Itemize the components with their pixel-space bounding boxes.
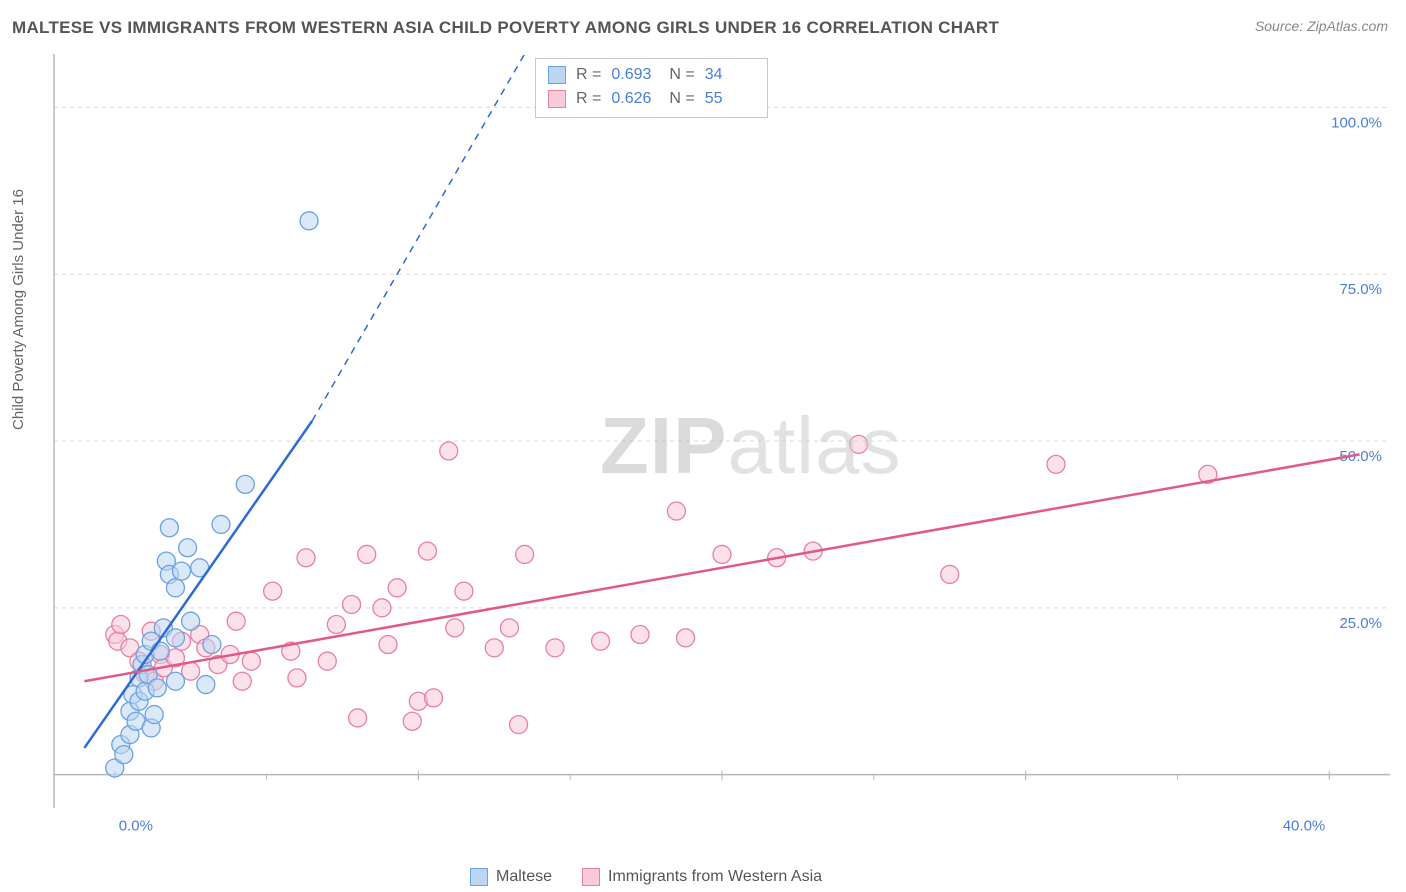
n-value: 55	[705, 87, 753, 111]
legend-swatch	[548, 66, 566, 84]
legend-swatch	[582, 868, 600, 886]
series-label: Immigrants from Western Asia	[608, 868, 822, 886]
series-legend-item: Maltese	[470, 868, 552, 886]
stats-legend: R = 0.693 N = 34 R = 0.626 N = 55	[535, 58, 768, 118]
series-label: Maltese	[496, 868, 552, 886]
r-value: 0.626	[611, 87, 659, 111]
n-label: N =	[669, 63, 694, 87]
svg-text:0.0%: 0.0%	[119, 818, 153, 835]
correlation-chart: 25.0%50.0%75.0%100.0%0.0%40.0%	[0, 0, 1406, 892]
n-label: N =	[669, 87, 694, 111]
n-value: 34	[705, 63, 753, 87]
svg-text:75.0%: 75.0%	[1339, 281, 1382, 298]
svg-text:40.0%: 40.0%	[1283, 818, 1326, 835]
svg-text:25.0%: 25.0%	[1339, 615, 1382, 632]
svg-text:100.0%: 100.0%	[1331, 114, 1382, 131]
series-legend-item: Immigrants from Western Asia	[582, 868, 822, 886]
r-label: R =	[576, 63, 601, 87]
legend-swatch	[548, 90, 566, 108]
r-value: 0.693	[611, 63, 659, 87]
series-legend: Maltese Immigrants from Western Asia	[470, 868, 822, 886]
legend-swatch	[470, 868, 488, 886]
stats-legend-row: R = 0.626 N = 55	[548, 87, 753, 111]
r-label: R =	[576, 87, 601, 111]
stats-legend-row: R = 0.693 N = 34	[548, 63, 753, 87]
